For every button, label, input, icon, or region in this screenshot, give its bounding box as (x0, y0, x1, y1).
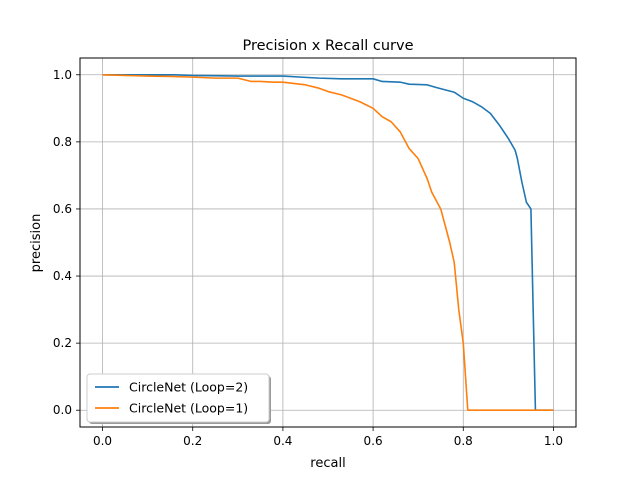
y-tick-label: 0.6 (53, 202, 72, 216)
legend-label-2: CircleNet (Loop=1) (129, 401, 248, 416)
y-tick-label: 0.0 (53, 403, 72, 417)
x-tick-label: 0.6 (364, 434, 383, 448)
x-tick-label: 1.0 (544, 434, 563, 448)
series-line-2 (102, 73, 554, 412)
series-line-1 (102, 73, 554, 412)
grid (80, 58, 576, 427)
y-tick-label: 0.2 (53, 336, 72, 350)
y-axis-label: precision (29, 214, 44, 273)
chart-title: Precision x Recall curve (243, 38, 414, 54)
legend-label-1: CircleNet (Loop=2) (129, 380, 248, 395)
y-tick-label: 0.4 (53, 269, 72, 283)
y-tick-label: 1.0 (53, 68, 72, 82)
plot-frame (79, 57, 577, 428)
y-tick-label: 0.8 (53, 135, 72, 149)
x-tick-label: 0.4 (273, 434, 292, 448)
series-lines (102, 73, 554, 412)
x-tick-label: 0.0 (93, 434, 112, 448)
x-axis-label: recall (310, 456, 345, 471)
x-tick-label: 0.2 (183, 434, 202, 448)
x-tick-label: 0.8 (454, 434, 473, 448)
legend-box (86, 373, 270, 423)
ticks: 0.0 0.2 0.4 0.6 0.8 1.0 0.0 0.2 0.4 0.6 0.8 1.0 (53, 68, 563, 448)
legend: CircleNet (Loop=2) CircleNet (Loop=1) (86, 373, 271, 424)
